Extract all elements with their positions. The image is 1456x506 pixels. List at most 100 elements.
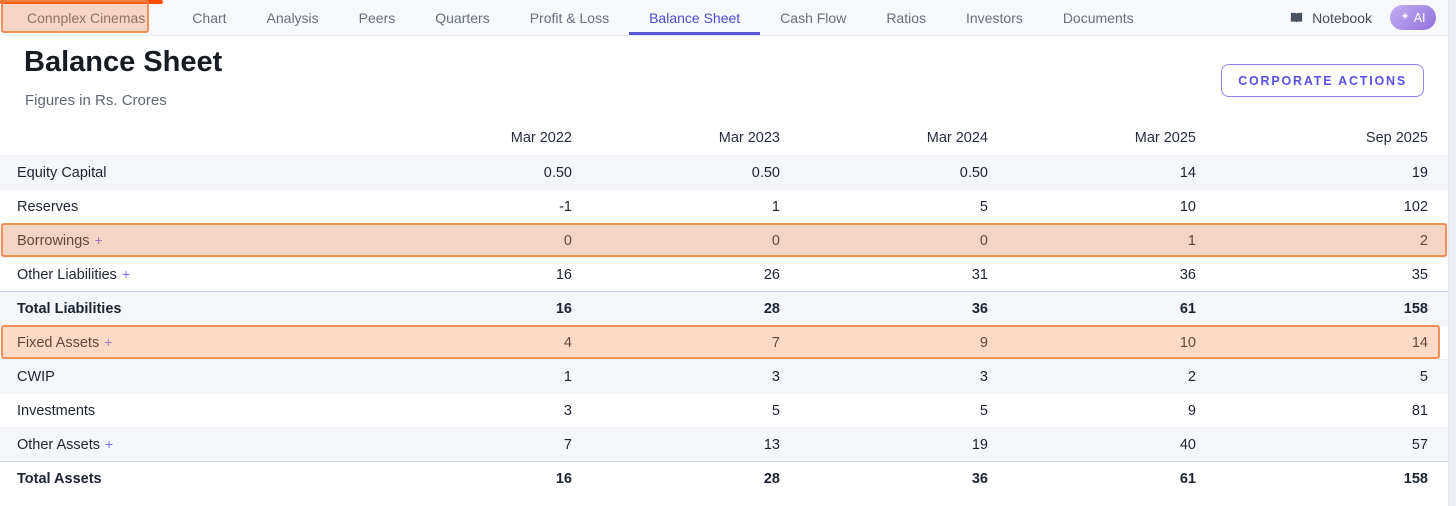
row-label[interactable]: Fixed Assets +: [0, 334, 384, 351]
table-row-investments: Investments 3 5 5 9 81: [0, 393, 1448, 427]
row-label: Reserves: [0, 199, 384, 215]
cell-borrowings-mar-2025: 1: [1187, 232, 1196, 249]
cell-fixed-assets-mar-2025: 10: [1179, 334, 1196, 351]
balance-sheet-table: Mar 2022 Mar 2023 Mar 2024 Mar 2025 Sep 2025…: [0, 121, 1448, 495]
cell-total-liabilities-mar-2025: 61: [1179, 300, 1196, 317]
cell-total-assets-mar-2024: 36: [971, 470, 988, 487]
column-header-sep-2025: Sep 2025: [1365, 130, 1428, 146]
cell-other-liabilities-mar-2024: 31: [971, 266, 988, 283]
expand-toggle-icon[interactable]: +: [104, 334, 113, 350]
cell-cwip-mar-2024: 3: [979, 368, 988, 385]
cell-fixed-assets-mar-2023: 7: [771, 334, 780, 351]
table-row-other-assets: Other Assets +7 13 19 40 57: [0, 427, 1448, 461]
row-label-text: CWIP: [17, 368, 55, 385]
table-row-borrowings: Borrowings +0 0 0 1 2: [0, 223, 1448, 257]
nav-right-actions: Notebook ✦ AI: [1288, 0, 1448, 35]
cell-reserves-mar-2024: 5: [979, 198, 988, 215]
nav-tabs: Chart Analysis Peers Quarters Profit & Loss B…: [172, 0, 1153, 35]
row-label: Total Liabilities: [0, 301, 384, 317]
tab-profit-loss[interactable]: Profit & Loss: [529, 9, 610, 26]
cell-borrowings-mar-2023: 0: [771, 232, 780, 249]
table-row-cwip: CWIP 1 3 3 2 5: [0, 359, 1448, 393]
row-label-text: Other Liabilities: [17, 267, 117, 283]
page-title: Balance Sheet: [24, 46, 223, 78]
row-label: Investments: [0, 403, 384, 419]
cell-total-liabilities-mar-2022: 16: [555, 300, 572, 317]
table-header-row: Mar 2022 Mar 2023 Mar 2024 Mar 2025 Sep 2025: [0, 121, 1448, 155]
cell-reserves-mar-2025: 10: [1179, 198, 1196, 215]
table-row-other-liabilities: Other Liabilities +16 26 31 36 35: [0, 257, 1448, 291]
top-navigation: Connplex Cinemas Chart Analysis Peers Quart…: [0, 0, 1448, 36]
tab-documents[interactable]: Documents: [1062, 9, 1134, 26]
cell-total-assets-mar-2023: 28: [763, 470, 780, 487]
cell-total-assets-mar-2025: 61: [1179, 470, 1196, 487]
cell-other-assets-mar-2024: 19: [971, 436, 988, 453]
cell-equity-capital-sep-2025: 19: [1411, 164, 1428, 181]
row-label[interactable]: Other Assets +: [0, 436, 384, 453]
row-label-text: Other Assets: [17, 437, 101, 453]
expand-toggle-icon[interactable]: +: [94, 232, 103, 248]
cell-total-liabilities-sep-2025: 158: [1403, 300, 1428, 317]
row-label-text: Total Assets: [17, 470, 102, 487]
cell-other-liabilities-sep-2025: 35: [1411, 266, 1428, 283]
tab-quarters[interactable]: Quarters: [435, 9, 490, 26]
cell-other-liabilities-mar-2022: 16: [555, 266, 572, 283]
notebook-button[interactable]: Notebook: [1288, 10, 1372, 26]
cell-fixed-assets-mar-2022: 4: [563, 334, 572, 351]
row-label[interactable]: Other Liabilities +: [0, 266, 384, 283]
cell-equity-capital-mar-2022: 0.50: [543, 164, 572, 181]
cell-reserves-mar-2022: -1: [559, 198, 572, 215]
expand-toggle-icon[interactable]: +: [105, 436, 114, 452]
cell-equity-capital-mar-2024: 0.50: [959, 164, 988, 181]
tab-investors[interactable]: Investors: [966, 9, 1023, 26]
tab-chart[interactable]: Chart: [192, 9, 227, 26]
cell-equity-capital-mar-2023: 0.50: [751, 164, 780, 181]
cell-reserves-sep-2025: 102: [1403, 198, 1428, 215]
cell-investments-sep-2025: 81: [1411, 402, 1428, 419]
corporate-actions-button[interactable]: CORPORATE ACTIONS: [1221, 64, 1424, 97]
row-label-text: Equity Capital: [17, 164, 107, 181]
notebook-book-icon: [1288, 10, 1305, 25]
cell-cwip-sep-2025: 5: [1419, 368, 1428, 385]
expand-toggle-icon[interactable]: +: [121, 266, 131, 282]
tab-analysis[interactable]: Analysis: [266, 9, 319, 26]
cell-other-assets-mar-2023: 13: [763, 436, 780, 453]
cell-investments-mar-2022: 3: [563, 402, 572, 419]
cell-borrowings-mar-2022: 0: [563, 232, 572, 249]
tab-ratios[interactable]: Ratios: [886, 9, 926, 26]
ai-button-label: AI: [1413, 10, 1426, 25]
cell-fixed-assets-mar-2024: 9: [979, 334, 988, 351]
column-header-mar-2022: Mar 2022: [510, 130, 572, 146]
row-label: CWIP: [0, 369, 384, 385]
company-name-tab[interactable]: Connplex Cinemas: [27, 9, 146, 26]
row-label-text: Total Liabilities: [17, 300, 122, 317]
tab-balance-sheet[interactable]: Balance Sheet: [629, 0, 760, 35]
row-label-text: Fixed Assets: [17, 335, 100, 351]
cell-other-assets-mar-2022: 7: [563, 436, 572, 453]
row-label: Equity Capital: [0, 165, 384, 181]
row-label-text: Investments: [17, 402, 96, 419]
vertical-scrollbar[interactable]: [1448, 0, 1456, 506]
row-label: Total Assets: [0, 471, 384, 487]
cell-borrowings-mar-2024: 0: [979, 232, 988, 249]
cell-cwip-mar-2025: 2: [1187, 368, 1196, 385]
ai-button[interactable]: ✦ AI: [1390, 5, 1436, 30]
tab-cash-flow[interactable]: Cash Flow: [780, 9, 847, 26]
cell-other-assets-sep-2025: 57: [1411, 436, 1428, 453]
column-header-mar-2024: Mar 2024: [926, 130, 988, 146]
cell-total-assets-sep-2025: 158: [1403, 470, 1428, 487]
cell-other-liabilities-mar-2023: 26: [763, 266, 780, 283]
cell-investments-mar-2025: 9: [1187, 402, 1196, 419]
tab-peers[interactable]: Peers: [358, 9, 396, 26]
figures-unit-subtitle: Figures in Rs. Crores: [25, 92, 167, 109]
cell-fixed-assets-sep-2025: 14: [1411, 334, 1428, 351]
sparkle-icon: ✦: [1400, 11, 1410, 23]
row-label[interactable]: Borrowings +: [0, 232, 384, 249]
cell-equity-capital-mar-2025: 14: [1179, 164, 1196, 181]
table-row-total-assets: Total Assets 16 28 36 61 158: [0, 461, 1448, 495]
row-label-text: Reserves: [17, 198, 79, 215]
cell-total-liabilities-mar-2024: 36: [971, 300, 988, 317]
table-row-total-liabilities: Total Liabilities 16 28 36 61 158: [0, 291, 1448, 325]
cell-investments-mar-2023: 5: [771, 402, 780, 419]
cell-other-liabilities-mar-2025: 36: [1179, 266, 1196, 283]
